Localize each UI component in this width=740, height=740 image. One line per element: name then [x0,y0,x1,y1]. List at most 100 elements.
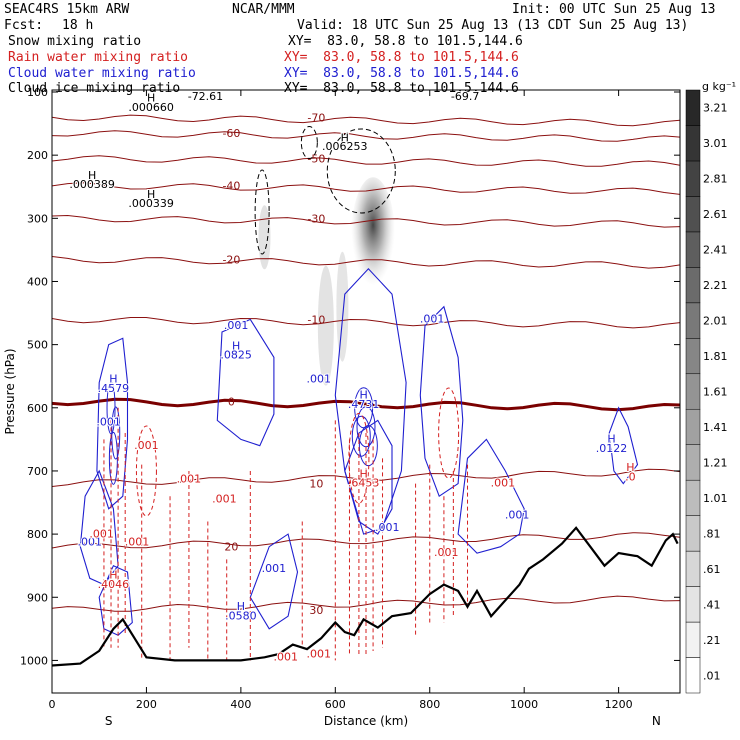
colorbar-label: .61 [703,563,721,576]
rain-water-contours [103,387,469,661]
colorbar-swatch [685,89,701,126]
isotherm-label-20: 20 [224,541,238,554]
rain-water-label: .001 [434,546,459,559]
isotherm--20 [52,256,680,269]
cloud-water-core [351,415,371,457]
isotherm-label--70: -70 [307,111,325,124]
isotherm-label--20: -20 [222,253,240,266]
rain-water-label: .001 [307,647,332,660]
cloud-water-contour [79,469,119,586]
rain-water-label: .001 [273,650,298,663]
colorbar-label: 1.21 [703,456,728,469]
colorbar-label: 2.41 [703,244,728,257]
isotherm--40 [52,182,680,195]
south-label: S [105,714,113,728]
colorbar-swatch [685,160,701,197]
model-title: SEAC4RS 15km ARW [4,2,130,17]
isotherm--10 [52,317,680,329]
colorbar-swatch [685,408,701,445]
cloud-water-core [111,406,121,460]
ice-label: H [341,131,349,144]
colorbar-label: .81 [703,527,721,540]
ice-core-shade [351,177,396,298]
colorbar-label: 3.01 [703,137,728,150]
cloud-ice-contour [326,128,396,214]
isotherm-label--50: -50 [307,152,325,165]
colorbar-label: 1.61 [703,386,728,399]
isotherm-label--60: -60 [222,127,240,140]
ice-shading [258,177,396,386]
colorbar-swatch [685,125,701,162]
x-tick-label: 600 [325,698,346,711]
rain-water-label: .001 [491,477,516,490]
cloud-water-contour [608,406,639,485]
terrain-profile [52,526,679,667]
cloud-water-label: .001 [375,521,400,534]
rain-water-contour [135,425,157,517]
isotherm-label--30: -30 [307,212,325,225]
cloud-water-label: .0825 [220,349,252,362]
y-tick-label: 500 [27,339,48,352]
rain-water-label: H [626,461,634,474]
y-tick-label: 900 [27,591,48,604]
isotherm-label-10: 10 [309,478,323,491]
colorbar-unit: g kg⁻¹ [702,80,736,93]
ice-shade-mid2 [336,251,349,362]
x-axis-title: Distance (km) [324,714,408,728]
colorbar-swatch [685,621,701,658]
cloud-water-contour [249,533,299,630]
rain-water-label: .001 [89,527,114,540]
ice-label: H [88,169,96,182]
isotherm--70 [52,114,680,127]
colorbar-swatch [685,267,701,304]
cloud-water-label: .001 [262,562,287,575]
cloud-water-label: .001 [420,313,445,326]
y-tick-label: 200 [27,149,48,162]
cloud-water-label: H [232,340,240,353]
rain-water-contour [438,387,460,479]
colorbar-swatch [685,479,701,516]
rain-water-label: .001 [212,493,237,506]
cloud-water-label: .0122 [596,442,628,455]
y-tick-label: 400 [27,275,48,288]
field-name-rain: Rain water mixing ratio [8,50,189,65]
cloud-water-label: H [359,388,367,401]
init-time: Init: 00 UTC Sun 25 Aug 13 [512,2,716,17]
colorbar-swatch [685,338,701,375]
field-name-snow: Snow mixing ratio [8,34,142,49]
valid-time: Valid: 18 UTC Sun 25 Aug 13 (13 CDT Sun … [297,18,689,33]
cloud-ice-contour [254,169,270,255]
plot-frame [51,89,681,694]
isotherm-label--40: -40 [222,179,240,192]
cloud-water-contour [216,318,275,447]
y-tick-label: 800 [27,528,48,541]
y-tick-label: 300 [27,212,48,225]
x-tick-label: 200 [136,698,157,711]
field-xy-rain: XY= 83.0, 58.8 to 101.5,144.6 [284,50,519,65]
colorbar-label: 2.21 [703,279,728,292]
rain-water-label: .001 [177,472,202,485]
ice-label: .000389 [69,178,115,191]
cloud-water-core [108,431,118,485]
colorbar-label: 3.21 [703,102,728,115]
colorbar-label: 2.81 [703,173,728,186]
cloud-water-contour [96,337,129,510]
snow-label: .000660 [128,101,174,114]
x-tick-label: 1200 [605,698,633,711]
rain-water-label: .001 [134,439,159,452]
ice-label: H [147,188,155,201]
rain-water-label: H [359,467,367,480]
field-xy-cloud-water: XY= 83.0, 58.8 to 101.5,144.6 [284,66,519,81]
rain-water-contour [348,412,370,504]
isotherm-20 [52,532,680,549]
isotherm-label-30: 30 [309,604,323,617]
terrain-line [52,526,679,667]
x-tick-label: 0 [49,698,56,711]
colorbar-label: 2.61 [703,208,728,221]
colorbar-label: 1.41 [703,421,728,434]
isotherm-label-0: 0 [228,395,235,408]
rain-water-label: .4046 [98,578,130,591]
org-label: NCAR/MMM [232,2,295,17]
